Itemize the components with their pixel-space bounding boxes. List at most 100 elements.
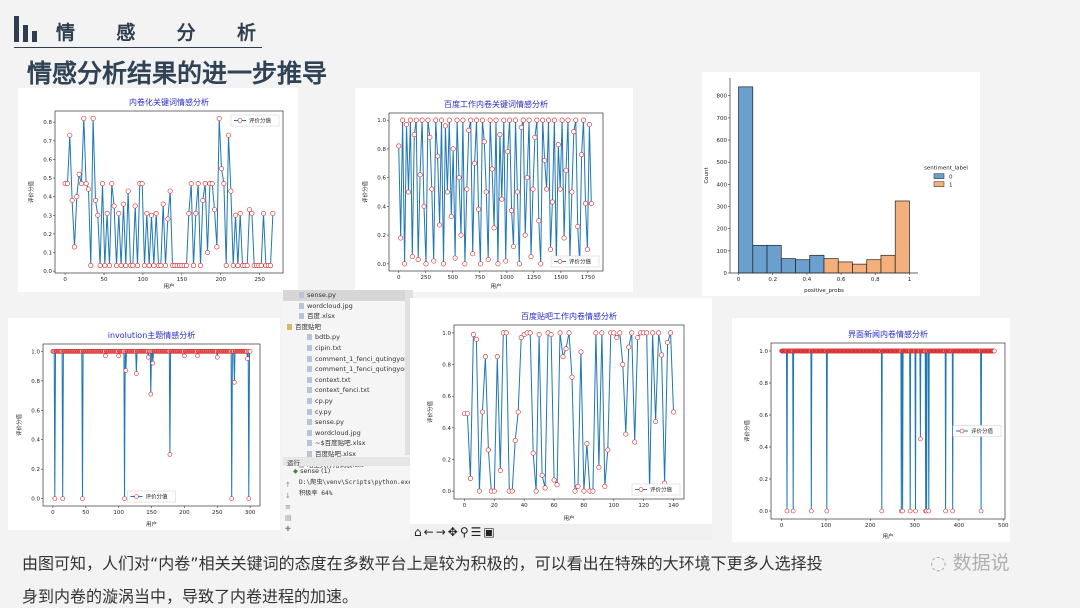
file-name: sense.py [307,291,336,299]
data-point [493,117,499,123]
data-point [611,330,617,336]
y-axis-label: 评价分值 [426,401,434,424]
data-point [943,508,948,514]
pan-icon[interactable]: ✥ [447,525,460,539]
data-point [109,181,115,187]
pin-icon[interactable]: ✚ [285,525,291,533]
data-point [209,181,215,187]
forward-icon[interactable]: → [435,525,448,539]
file-item[interactable]: ~$百度贴吧.xlsx [283,438,413,449]
down-icon[interactable]: ↓ [285,492,291,500]
data-point [214,244,220,250]
y-tick-label: 0.2 [43,232,52,238]
data-point [569,374,575,380]
data-point [216,115,222,121]
data-point [491,225,497,231]
data-point [160,201,166,207]
y-tick-label: 0.2 [31,467,40,473]
home-icon[interactable]: ⌂ [414,525,424,539]
file-icon [307,376,312,383]
file-name: 百度贴吧.xlsx [315,449,356,458]
data-point [409,254,415,260]
file-item[interactable]: 百度.xlsx [283,311,413,322]
back-icon[interactable]: ← [423,525,436,539]
data-point [590,488,596,494]
data-point [116,210,122,216]
configure-icon[interactable]: ☰ [470,525,484,539]
file-item[interactable]: cy.py [283,407,413,418]
y-tick-label: 600 [717,138,728,144]
tree-scrollbar[interactable] [405,290,413,455]
up-icon[interactable]: ↑ [285,481,291,489]
file-item[interactable]: comment_1_fenci_qutingyongci_ [283,364,413,375]
y-tick-label: 0.8 [43,120,52,126]
data-point [560,354,566,360]
run-tab[interactable]: ◆ sense (1) [293,467,330,475]
file-item[interactable]: context.txt [283,375,413,386]
watermark: ◌ 数据说 [930,552,1010,574]
chart-baidu-work: 百度工作内卷关键词情感分析 0 250 500 750 1000 1250 1500 1750 0… [355,88,633,292]
data-point [483,189,489,195]
console-output: D:\爬虫\venv\Scripts\python.exe 积极率 64% [299,477,412,499]
data-point [656,330,662,336]
print-icon[interactable]: ▤ [285,514,292,522]
x-tick-label: 100 [113,510,124,516]
y-tick-label: 0.8 [377,147,386,153]
file-item[interactable]: comment_1_fenci_qutingyongci.t [283,354,413,365]
data-point [230,263,236,269]
data-point [614,335,620,341]
x-tick-label: 1750 [581,275,595,281]
data-point [551,117,557,123]
file-item[interactable]: wordcloud.jpg [283,301,413,312]
legend-label: 评价分值 [146,493,169,501]
data-point [232,379,237,385]
data-point [602,483,608,489]
data-point [605,447,611,453]
run-label: 运行 [287,459,300,467]
matplotlib-toolbar: ⌂←→✥⚲☰▣ [410,524,712,540]
histogram-bar [752,244,768,274]
file-item[interactable]: cipin.txt [283,343,413,354]
y-axis-label: Count [704,166,710,183]
data-point [668,330,674,336]
file-item[interactable]: wordcloud.jpg [283,428,413,439]
data-point [505,149,511,155]
y-tick-label: 0.0 [377,262,386,268]
data-point [565,117,571,123]
file-name: bdtb.py [315,333,340,342]
x-tick-label: 250 [254,277,265,283]
file-item[interactable]: sense.py [283,417,413,428]
plot-frame [453,324,685,500]
file-item[interactable]: 百度贴吧.xlsx [283,449,413,460]
file-item[interactable]: bdtb.py [283,332,413,343]
legend-swatch [933,173,945,179]
x-tick-label: 0.4 [803,277,812,283]
legend-box [127,490,176,503]
data-point [586,121,592,127]
x-tick-label: 1000 [500,275,514,281]
zoom-icon[interactable]: ⚲ [459,525,471,539]
x-tick-label: 140 [668,503,679,509]
folder-item[interactable]: 百度贴吧 [283,322,413,333]
file-item[interactable]: cp.py [283,396,413,407]
series-line [398,120,592,264]
data-point [470,331,476,337]
y-tick-label: 700 [717,116,728,122]
data-point [90,115,96,121]
chart-svg: 百度贴吧工作内卷情感分析 0 20 40 60 80 100 120 140 0.0 0.2 0.4 0… [426,311,685,522]
data-point [516,261,522,267]
data-point [596,464,602,470]
section-label: 情 感 分 析 [56,18,256,45]
save-icon[interactable]: ▣ [483,525,497,539]
data-point [907,508,913,514]
legend: 评价分值 [631,483,681,496]
file-item[interactable]: sense.py [283,290,413,301]
wrap-icon[interactable]: ≡ [285,503,291,511]
data-point [162,263,168,269]
data-point [467,475,473,481]
data-point [81,115,87,121]
data-point [249,210,255,216]
file-item[interactable]: context_fenci.txt [283,385,413,396]
data-point [151,263,157,269]
data-point [629,330,635,336]
